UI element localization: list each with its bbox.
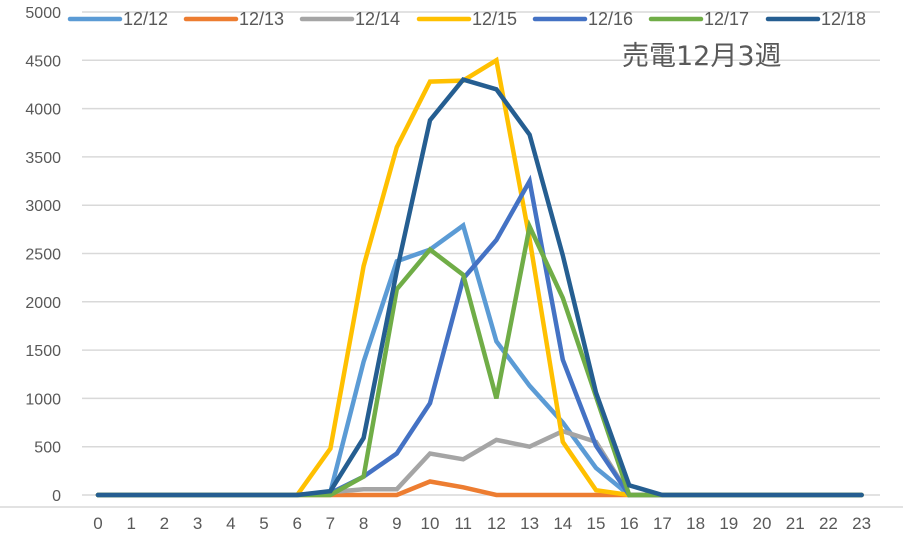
y-tick-label: 3000 (25, 198, 61, 215)
series-line-12-12 (95, 221, 864, 498)
x-tick-label: 16 (620, 514, 639, 533)
x-tick-label: 11 (454, 514, 472, 533)
legend-item: 12/15 (416, 9, 517, 29)
x-tick-label: 7 (326, 514, 335, 533)
x-tick-label: 12 (487, 514, 506, 533)
y-tick-label: 3500 (25, 150, 61, 167)
legend-item: 12/12 (67, 9, 168, 29)
legend-label: 12/16 (588, 9, 633, 29)
y-tick-label: 2500 (25, 247, 61, 264)
x-tick-label: 10 (421, 514, 440, 533)
y-tick-label: 4000 (25, 102, 61, 119)
legend-label: 12/17 (704, 9, 749, 29)
x-tick-label: 23 (852, 514, 871, 533)
x-tick-label: 1 (126, 514, 135, 533)
legend-label: 12/13 (239, 9, 284, 29)
legend-label: 12/14 (355, 9, 400, 29)
series-line-12-14 (95, 428, 864, 498)
x-tick-label: 8 (359, 514, 368, 533)
x-tick-label: 13 (520, 514, 539, 533)
x-tick-label: 20 (753, 514, 772, 533)
x-tick-label: 21 (786, 514, 805, 533)
y-tick-label: 1500 (25, 343, 61, 360)
series-line-12-18 (95, 77, 864, 498)
x-tick-label: 3 (193, 514, 202, 533)
chart-title: 売電12月3週 (622, 41, 782, 72)
x-tick-label: 22 (819, 514, 838, 533)
legend-label: 12/12 (123, 9, 168, 29)
legend: 12/12 12/13 12/14 12/15 12/16 12/17 12/18 (67, 9, 866, 29)
legend-item: 12/13 (183, 9, 284, 29)
legend-item: 12/18 (765, 9, 866, 29)
y-tick-label: 2000 (25, 295, 61, 312)
legend-label: 12/18 (821, 9, 866, 29)
series-lines (95, 56, 864, 498)
x-tick-label: 18 (686, 514, 705, 533)
legend-label: 12/15 (472, 9, 517, 29)
gridlines (82, 11, 880, 496)
x-tick-label: 9 (392, 514, 401, 533)
y-tick-label: 0 (52, 488, 61, 505)
y-axis-labels: 0 500 1000 1500 2000 2500 3000 3500 4000 4500 5000 (25, 5, 61, 505)
x-tick-label: 15 (587, 514, 606, 533)
x-tick-label: 19 (719, 514, 738, 533)
x-tick-label: 14 (553, 514, 572, 533)
y-tick-label: 5000 (25, 5, 61, 22)
y-tick-label: 4500 (25, 53, 61, 70)
y-tick-label: 1000 (25, 391, 61, 408)
legend-item: 12/16 (532, 9, 633, 29)
legend-item: 12/17 (648, 9, 749, 29)
x-axis-labels: 0 1 2 3 4 5 6 7 8 9 10 11 12 13 14 15 16 17 18 19 20 21 22 23 (93, 514, 871, 533)
y-tick-label: 500 (34, 440, 61, 457)
x-tick-label: 4 (226, 514, 235, 533)
x-tick-label: 0 (93, 514, 102, 533)
x-tick-label: 6 (292, 514, 301, 533)
series-line-12-17 (95, 219, 864, 498)
x-tick-label: 5 (259, 514, 268, 533)
x-tick-label: 17 (653, 514, 672, 533)
x-tick-label: 2 (160, 514, 169, 533)
legend-item: 12/14 (299, 9, 400, 29)
